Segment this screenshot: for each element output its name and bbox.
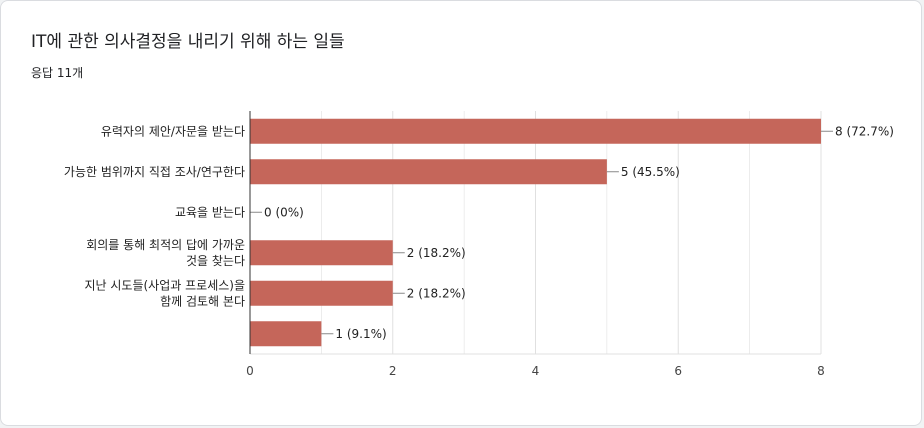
data-label: 1 (9.1%) [335,327,386,341]
category-label: 교육을 받는다 [175,205,245,219]
data-label: 2 (18.2%) [407,286,466,300]
data-label: 5 (45.5%) [621,165,680,179]
x-tick-label: 0 [246,364,254,378]
data-label: 8 (72.7%) [835,124,894,138]
x-tick-label: 6 [674,364,682,378]
category-label: 유력자의 제안/자문을 받는다 [101,124,245,138]
category-label: 함께 검토해 본다 [160,294,245,308]
category-label: 지난 시도들(사업과 프로세스)을 [84,278,245,292]
response-count: 응답 11개 [31,66,84,80]
bar [250,118,821,144]
category-label: 회의를 통해 최적의 답에 가까운 [86,238,245,252]
bar [250,321,322,347]
x-tick-label: 4 [532,364,540,378]
bar [250,240,393,266]
bar [250,280,393,306]
question-title: IT에 관한 의사결정을 내리기 위해 하는 일들 [31,32,345,52]
x-tick-label: 8 [817,364,825,378]
data-label: 2 (18.2%) [407,246,466,260]
x-tick-label: 2 [389,364,397,378]
category-label: 가능한 범위까지 직접 조사/연구한다 [64,165,245,179]
data-label: 0 (0%) [264,205,304,219]
bar [250,159,607,185]
category-label: 것을 찾는다 [186,254,245,268]
